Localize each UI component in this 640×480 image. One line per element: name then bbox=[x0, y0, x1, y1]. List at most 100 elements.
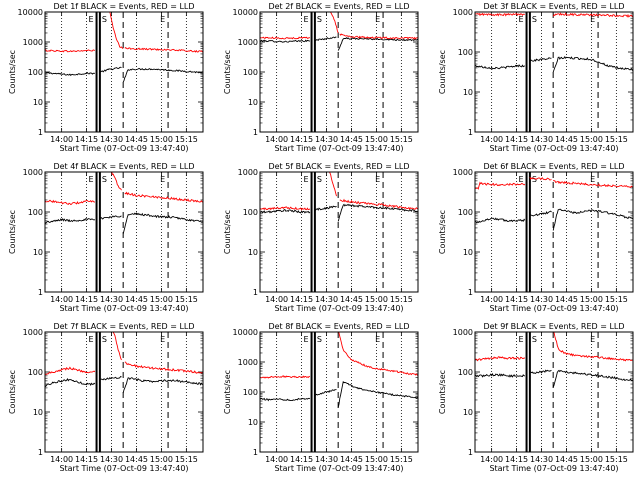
lld-series-line bbox=[112, 332, 122, 361]
event-marker-label: E bbox=[89, 175, 94, 184]
x-axis-label: Start Time (07-Oct-09 13:47:40) bbox=[59, 464, 188, 473]
y-axis-label: Counts/sec bbox=[8, 370, 17, 414]
x-tick-label: 15:15 bbox=[390, 135, 413, 144]
event-marker-label: E bbox=[160, 175, 165, 184]
lld-series-line bbox=[475, 356, 526, 362]
y-axis-label: Counts/sec bbox=[223, 210, 232, 254]
events-series-line bbox=[45, 377, 96, 387]
panel-det-6: Det 6f BLACK = Events, RED = LLD 14:00 14:… bbox=[438, 162, 634, 313]
events-series-line bbox=[314, 389, 337, 396]
y-tick-label: 1000 bbox=[23, 168, 43, 177]
plot-frame bbox=[44, 171, 204, 293]
y-tick-label: 1 bbox=[253, 288, 258, 297]
y-tick-label: 100 bbox=[243, 68, 258, 77]
x-tick-label: 14:15 bbox=[505, 455, 528, 464]
event-marker-label: E bbox=[375, 15, 380, 24]
panel-title: Det 1f BLACK = Events, RED = LLD bbox=[53, 2, 194, 11]
x-tick-label: 14:15 bbox=[290, 295, 313, 304]
lld-series-line bbox=[338, 332, 418, 376]
lld-series-line bbox=[260, 206, 311, 211]
event-marker-label: S bbox=[102, 175, 107, 184]
events-series-line bbox=[122, 67, 203, 83]
x-tick-label: 14:00 bbox=[265, 135, 288, 144]
x-axis-label: Start Time (07-Oct-09 13:47:40) bbox=[489, 304, 618, 313]
panel-det-1: Det 1f BLACK = Events, RED = LLD 14:00 14:… bbox=[8, 2, 204, 153]
panel-title: Det 6f BLACK = Events, RED = LLD bbox=[483, 162, 624, 171]
plot-area bbox=[475, 177, 633, 231]
y-tick-label: 100 bbox=[458, 208, 473, 217]
x-tick-label: 14:45 bbox=[340, 135, 363, 144]
x-tick-label: 14:00 bbox=[50, 135, 73, 144]
y-tick-label: 1 bbox=[38, 288, 43, 297]
lld-series-line bbox=[260, 375, 311, 379]
x-tick-label: 14:45 bbox=[555, 455, 578, 464]
plot-frame bbox=[474, 331, 634, 453]
x-tick-label: 14:45 bbox=[125, 455, 148, 464]
event-marker-label: E bbox=[160, 335, 165, 344]
panel-title: Det 8f BLACK = Events, RED = LLD bbox=[268, 322, 409, 331]
x-tick-label: 14:15 bbox=[505, 295, 528, 304]
x-tick-label: 15:00 bbox=[365, 135, 388, 144]
event-marker-label: S bbox=[317, 335, 322, 344]
y-tick-label: 10000 bbox=[233, 8, 258, 17]
y-tick-label: 100 bbox=[28, 68, 43, 77]
event-marker-label: E bbox=[590, 335, 595, 344]
y-tick-label: 10 bbox=[248, 418, 258, 427]
events-series-line bbox=[475, 217, 526, 224]
x-tick-label: 15:00 bbox=[580, 295, 603, 304]
event-marker-label: S bbox=[532, 15, 537, 24]
y-tick-label: 10 bbox=[248, 248, 258, 257]
y-tick-label: 1000 bbox=[238, 358, 258, 367]
events-series-line bbox=[529, 57, 552, 62]
lld-series-line bbox=[109, 12, 124, 50]
event-marker-label: E bbox=[519, 175, 524, 184]
y-tick-label: 100 bbox=[28, 368, 43, 377]
y-tick-label: 1 bbox=[38, 128, 43, 137]
events-series-line bbox=[122, 377, 203, 394]
events-series-line bbox=[529, 210, 552, 217]
x-tick-label: 14:00 bbox=[265, 295, 288, 304]
event-marker-label: E bbox=[519, 335, 524, 344]
x-tick-label: 14:15 bbox=[75, 295, 98, 304]
lld-series-line bbox=[260, 36, 311, 40]
y-tick-label: 100 bbox=[243, 208, 258, 217]
x-axis-label: Start Time (07-Oct-09 13:47:40) bbox=[59, 304, 188, 313]
events-series-line bbox=[552, 208, 633, 231]
x-tick-label: 14:45 bbox=[125, 135, 148, 144]
plot-area bbox=[45, 172, 203, 234]
x-tick-label: 15:15 bbox=[605, 455, 628, 464]
x-axis-label: Start Time (07-Oct-09 13:47:40) bbox=[274, 144, 403, 153]
x-tick-label: 15:15 bbox=[175, 455, 198, 464]
panel-title: Det 2f BLACK = Events, RED = LLD bbox=[268, 2, 409, 11]
x-tick-label: 14:00 bbox=[480, 295, 503, 304]
events-series-line bbox=[337, 203, 418, 222]
x-tick-label: 15:00 bbox=[365, 295, 388, 304]
event-marker-label: E bbox=[89, 15, 94, 24]
y-tick-label: 1000 bbox=[23, 328, 43, 337]
plot-frame bbox=[44, 331, 204, 453]
x-tick-label: 14:45 bbox=[340, 295, 363, 304]
plot-frame bbox=[474, 11, 634, 133]
plot-area bbox=[475, 332, 633, 388]
x-tick-label: 14:45 bbox=[125, 295, 148, 304]
x-tick-label: 14:00 bbox=[480, 455, 503, 464]
x-tick-label: 15:00 bbox=[150, 295, 173, 304]
y-axis-label: Counts/sec bbox=[438, 370, 447, 414]
plot-area bbox=[260, 12, 418, 51]
events-series-line bbox=[552, 369, 633, 388]
events-series-line bbox=[260, 397, 311, 402]
y-tick-label: 10000 bbox=[233, 328, 258, 337]
lld-series-line bbox=[553, 332, 633, 362]
plot-frame bbox=[259, 11, 419, 133]
y-tick-label: 1000 bbox=[453, 168, 473, 177]
plot-area bbox=[45, 332, 203, 394]
y-tick-label: 100 bbox=[458, 48, 473, 57]
y-tick-label: 1000 bbox=[238, 168, 258, 177]
panel-det-2: Det 2f BLACK = Events, RED = LLD 14:00 14:… bbox=[223, 2, 419, 153]
events-series-line bbox=[337, 380, 418, 408]
x-tick-label: 15:00 bbox=[150, 135, 173, 144]
